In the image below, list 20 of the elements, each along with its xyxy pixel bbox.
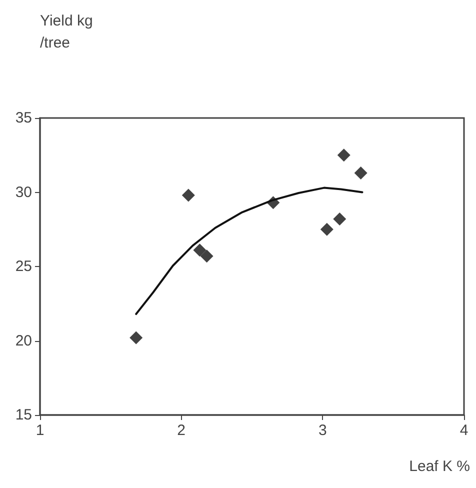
y-tick-label: 15	[15, 406, 32, 424]
x-tick-label: 2	[177, 422, 186, 439]
point	[200, 250, 214, 263]
y-tick-label: 30	[15, 184, 32, 201]
y-axis-title: Yield kg/tree	[40, 12, 93, 52]
line-series	[135, 186, 364, 316]
x-tick-label: 3	[318, 422, 327, 439]
point	[320, 222, 334, 236]
point	[337, 148, 350, 162]
point	[354, 166, 368, 180]
y-tick-label: 20	[15, 332, 32, 350]
y-tick-label: 35	[15, 110, 32, 126]
point	[130, 331, 143, 344]
x-tick-label: 4	[460, 422, 468, 439]
y-tick-label: 25	[15, 258, 32, 275]
point	[193, 244, 206, 257]
point	[182, 188, 195, 202]
point	[333, 212, 346, 226]
x-axis-title: Leaf K %	[409, 458, 470, 475]
x-tick-label: 1	[36, 422, 44, 439]
